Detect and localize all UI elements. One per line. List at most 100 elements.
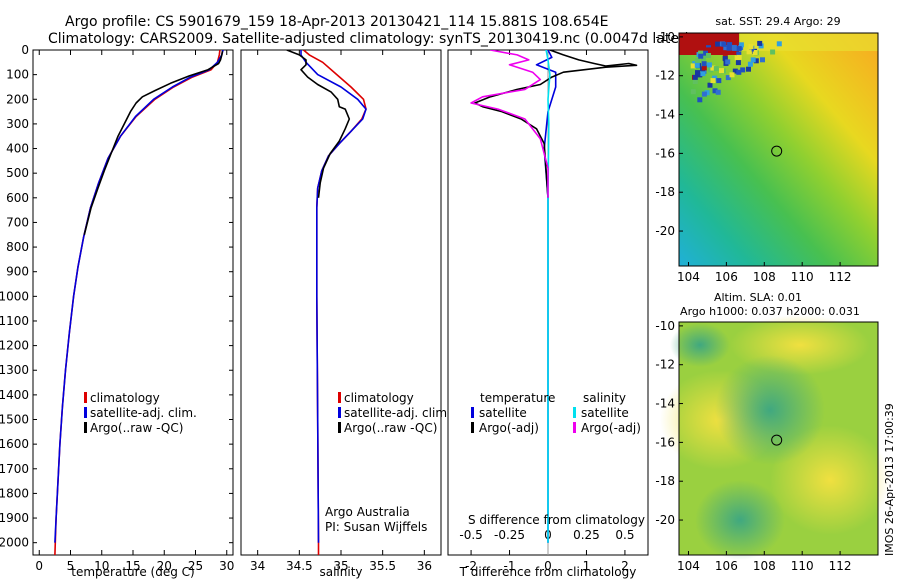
map-lon-label: 112	[829, 270, 852, 284]
sla-map-panel: Altim. SLA: 0.01 Argo h1000: 0.037 h2000…	[655, 291, 890, 573]
sst-cloud-pixel	[736, 51, 742, 57]
sla-map-frame	[678, 321, 879, 556]
sst-cloud-pixel	[701, 91, 707, 97]
x-tick-label: 30	[219, 559, 234, 573]
legend-label-sal-argo: Argo(-adj)	[581, 421, 641, 435]
sla-map-title: Altim. SLA: 0.01	[714, 291, 802, 304]
sst-cloud-pixel	[760, 57, 765, 63]
depth-tick-label: 1800	[0, 486, 29, 500]
map-lon-label: 110	[791, 270, 814, 284]
climatology-header: Climatology: CARS2009. Satellite-adjuste…	[48, 31, 690, 47]
sst-cloud-pixel	[746, 49, 752, 55]
sst-cloud-pixel	[722, 56, 728, 62]
series-line-argo-raw-qc-	[83, 51, 224, 235]
difference-series	[470, 50, 638, 555]
series-line-argo-adj-	[474, 50, 638, 198]
profile-header: Argo profile: CS 5901679_159 18-Apr-2013…	[65, 14, 609, 30]
legend-label-sal-satellite: satellite	[581, 406, 629, 420]
x-tick-label: 0	[35, 559, 43, 573]
sst-cloud-pixel	[748, 44, 754, 50]
sst-cloud-pixel	[695, 70, 700, 76]
depth-tick-label: 1000	[0, 289, 29, 303]
depth-tick-label: 700	[6, 215, 29, 229]
temperature-legend: climatology satellite-adj. clim. Argo(..…	[84, 391, 197, 435]
map-lat-label: -14	[655, 397, 675, 411]
legend-swatch-satellite-adj	[338, 407, 341, 418]
salinity-xlabel: salinity	[319, 565, 362, 579]
x-tick-label: -1	[504, 559, 516, 573]
sst-map-cloud-pixels	[690, 40, 782, 103]
sst-cloud-pixel	[740, 67, 746, 73]
series-line-satellite	[545, 50, 551, 543]
legend-swatch-argo	[338, 422, 341, 433]
map-lat-label: -14	[655, 108, 675, 122]
sst-cloud-pixel	[753, 58, 759, 64]
salinity-legend: climatology satellite-adj. clim. Argo(..…	[338, 391, 451, 435]
sst-cloud-pixel	[701, 65, 707, 71]
legend-swatch-sal-satellite	[573, 407, 576, 418]
legend-label-climatology: climatology	[90, 391, 160, 405]
map-lon-label: 104	[677, 270, 700, 284]
pi-label: PI: Susan Wijffels	[325, 520, 427, 534]
map-lat-label: -12	[655, 358, 675, 372]
salinity-x-axis: 34 34.5 35 35.5 36	[250, 50, 432, 573]
sst-cloud-pixel	[729, 72, 735, 78]
map-lon-label: 104	[677, 559, 700, 573]
salinity-series	[286, 50, 367, 555]
x-tick-label: 20	[157, 559, 172, 573]
sst-map-yellow-band	[740, 33, 878, 51]
temperature-x-axis: 0 5 10 15 20 25 30	[35, 50, 234, 573]
sst-cloud-pixel	[725, 75, 731, 81]
legend-swatch-temp-argo	[471, 422, 474, 433]
depth-tick-label: 1100	[0, 314, 29, 328]
depth-tick-label: 100	[6, 68, 29, 82]
x-tick-label: -2	[465, 559, 477, 573]
s-difference-tick-label: 0.25	[573, 528, 600, 542]
depth-tick-label: 0	[21, 43, 29, 57]
depth-tick-label: 2000	[0, 536, 29, 550]
sst-map-title: sat. SST: 29.4 Argo: 29	[715, 15, 840, 28]
sst-cloud-pixel	[707, 82, 713, 88]
depth-tick-label: 1600	[0, 437, 29, 451]
temperature-panel: 0100200300400500600700800900100011001200…	[0, 43, 648, 579]
sst-cloud-pixel	[692, 74, 698, 80]
institution-label: Argo Australia	[325, 505, 410, 519]
x-tick-label: 34.5	[286, 559, 313, 573]
sst-cloud-pixel	[710, 65, 716, 71]
map-lat-label: -18	[655, 474, 675, 488]
x-tick-label: 15	[125, 559, 140, 573]
sst-cloud-pixel	[694, 62, 700, 68]
depth-tick-label: 800	[6, 240, 29, 254]
sst-cloud-pixel	[716, 78, 722, 84]
map-lat-label: -10	[655, 30, 675, 44]
temperature-axes-frame	[32, 49, 234, 556]
x-tick-label: 10	[94, 559, 109, 573]
x-tick-label: 1	[583, 559, 591, 573]
sst-cloud-pixel	[757, 40, 763, 46]
map-lat-label: -16	[655, 146, 675, 160]
depth-tick-label: 500	[6, 166, 29, 180]
sst-cloud-pixel	[752, 50, 758, 55]
depth-tick-label: 1400	[0, 388, 29, 402]
sst-cloud-pixel	[690, 89, 696, 95]
s-difference-tick-label: -0.5	[459, 528, 482, 542]
sst-cloud-pixel	[735, 60, 741, 66]
sst-cloud-pixel	[706, 53, 711, 58]
map-lat-label: -10	[655, 319, 675, 333]
sst-map-frame	[678, 32, 879, 267]
x-tick-label: 2	[621, 559, 629, 573]
sla-map-axes: 104 106 108 110 112 -10 -12 -14 -16 -18 -20	[655, 319, 851, 573]
sst-cloud-pixel	[719, 68, 724, 74]
legend-label-satellite-adj: satellite-adj. clim.	[344, 406, 451, 420]
salinity-axes-frame	[240, 49, 442, 556]
salinity-panel: 34 34.5 35 35.5 36 salinity climatology sate…	[240, 49, 451, 579]
sst-cloud-pixel	[721, 41, 727, 47]
sst-cloud-pixel	[705, 40, 711, 46]
legend-label-argo: Argo(..raw -QC)	[90, 421, 183, 435]
sst-cloud-pixel	[725, 59, 731, 65]
sst-cloud-pixel	[731, 45, 737, 51]
legend-swatch-argo	[84, 422, 87, 433]
sst-cloud-pixel	[697, 97, 703, 103]
temperature-series	[54, 50, 224, 555]
